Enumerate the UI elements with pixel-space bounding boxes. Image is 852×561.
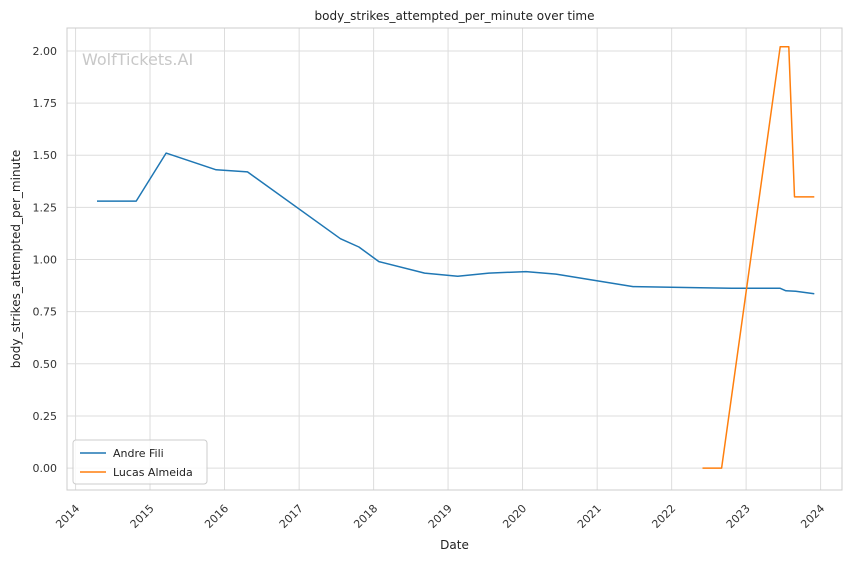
- x-tick-label: 2015: [128, 502, 157, 531]
- x-tick-label: 2023: [724, 502, 753, 531]
- plot-frame: [66, 27, 843, 491]
- legend: Andre Fili Lucas Almeida: [72, 439, 208, 485]
- y-tick-label: 1.50: [33, 149, 58, 162]
- x-tick-label: 2019: [426, 502, 455, 531]
- watermark: WolfTickets.AI: [82, 50, 193, 69]
- y-tick-label: 1.25: [33, 201, 58, 214]
- y-tick-label: 1.75: [33, 97, 58, 110]
- x-axis-label: Date: [440, 538, 469, 552]
- y-axis-label: body_strikes_attempted_per_minute: [9, 150, 23, 368]
- legend-label-andre-fili: Andre Fili: [113, 447, 164, 460]
- y-tick-label: 0.25: [33, 410, 58, 423]
- y-tick-label: 2.00: [33, 45, 58, 58]
- x-tick-label: 2014: [53, 502, 82, 531]
- x-tick-label: 2021: [575, 502, 604, 531]
- y-tick-label: 0.75: [33, 306, 58, 319]
- legend-box: [72, 439, 208, 485]
- x-axis-ticks: 2014 2015 2016 2017 2018 2019 2020 2021 2022 2023…: [53, 502, 827, 531]
- x-tick-label: 2016: [202, 502, 231, 531]
- y-tick-label: 0.50: [33, 358, 58, 371]
- plot-background: [67, 28, 842, 490]
- legend-label-lucas-almeida: Lucas Almeida: [113, 466, 193, 479]
- series-line-lucas-almeida: [702, 46, 815, 469]
- y-tick-label: 1.00: [33, 254, 58, 267]
- series-line-andre-fili: [97, 152, 815, 295]
- x-tick-label: 2024: [798, 502, 827, 531]
- y-axis-ticks: 0.00 0.25 0.50 0.75 1.00 1.25 1.50 1.75 2.00: [33, 45, 58, 475]
- x-tick-label: 2022: [649, 502, 678, 531]
- series-lines: [97, 46, 815, 469]
- x-tick-label: 2020: [500, 502, 529, 531]
- x-tick-label: 2018: [351, 502, 380, 531]
- chart-title: body_strikes_attempted_per_minute over t…: [315, 9, 595, 23]
- y-tick-label: 0.00: [33, 462, 58, 475]
- x-tick-label: 2017: [277, 502, 306, 531]
